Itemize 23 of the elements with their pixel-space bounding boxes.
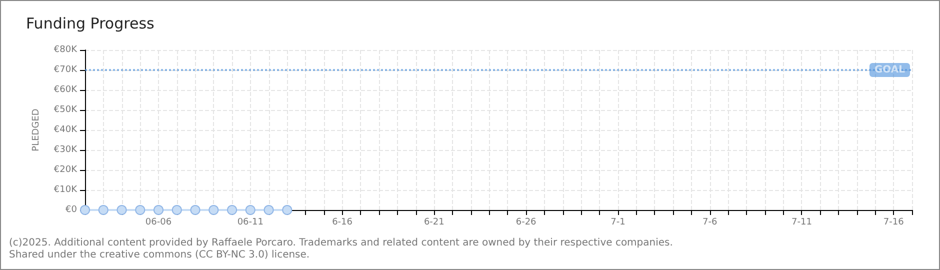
x-tick-label: 7-11	[792, 218, 812, 228]
y-tick-label: €10K	[54, 185, 78, 195]
x-tick-label: 7-16	[883, 218, 904, 228]
y-tick-label: €30K	[54, 145, 78, 155]
y-tick-label: €0	[66, 205, 78, 215]
x-tick-label: 06-06	[145, 218, 172, 228]
y-tick-label: €40K	[54, 125, 78, 135]
y-tick-label: €70K	[54, 65, 78, 75]
y-tick-label: €60K	[54, 85, 78, 95]
text: (c)2025. Additional content provided by Raffaele Porcaro. Trademarks and related content are owned by their respective companies.	[9, 238, 673, 248]
x-tick-label: 6-26	[516, 218, 537, 228]
x-tick-label: 06-11	[237, 218, 264, 228]
x-tick-label: 7-6	[702, 218, 718, 228]
ref-line-label: GOAL	[874, 64, 906, 76]
chart-title: Funding Progress	[26, 14, 155, 32]
y-axis-title: PLEDGED	[32, 108, 42, 152]
y-tick-label: €20K	[54, 165, 78, 175]
x-tick-label: 6-21	[424, 218, 444, 228]
y-tick-label: €80K	[54, 45, 78, 55]
y-tick-label: €50K	[54, 105, 78, 115]
x-tick-label: 7-1	[610, 218, 626, 228]
text: Shared under the creative commons (CC BY-NC 3.0) license.	[9, 250, 310, 260]
x-tick-label: 6-16	[332, 218, 353, 228]
